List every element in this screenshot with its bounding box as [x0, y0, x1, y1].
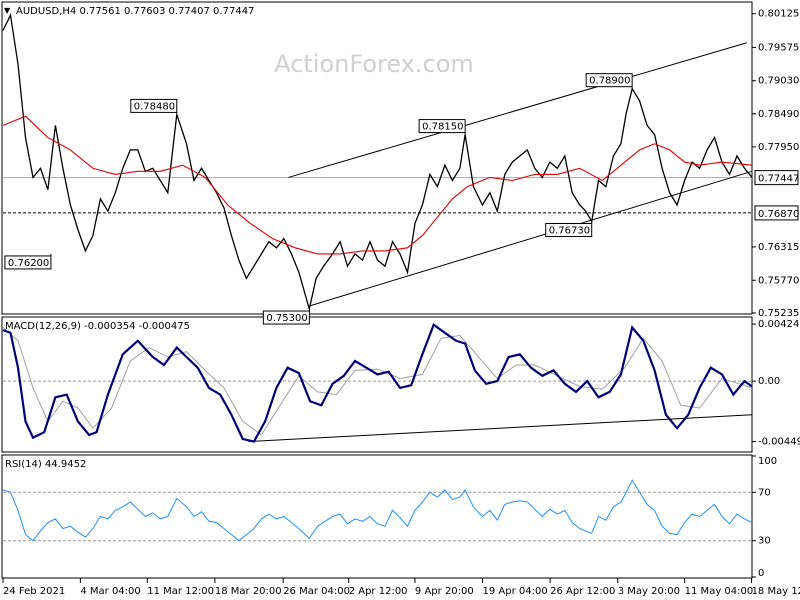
- price-axis-label: 0.79575: [758, 42, 799, 53]
- time-axis-label: 26 Apr 12:00: [550, 586, 615, 597]
- price-axis-label: 0.75770: [758, 275, 799, 286]
- price-axis-label: 0.79030: [758, 76, 799, 87]
- price-annotation-label: 0.76730: [549, 225, 590, 236]
- macd-panel-title: MACD(12,26,9) -0.000354 -0.000475: [5, 321, 190, 332]
- price-annotation-box: [262, 310, 310, 325]
- macd-axis-label: -0.004498: [758, 437, 800, 448]
- macd-axis-label: 0.004246: [758, 319, 800, 330]
- rsi-line: [2, 479, 753, 542]
- macd-line: [2, 322, 753, 443]
- time-axis-label: 26 Mar 04:00: [283, 586, 350, 597]
- time-axis: 24 Feb 2021 4 Mar 04:00 11 Mar 12:00 18 Mar…: [2, 578, 800, 597]
- rsi-panel: [1, 454, 753, 579]
- price-axis-label: 0.77950: [758, 142, 799, 153]
- macd-panel: [1, 316, 753, 453]
- price-panel-title: AUDUSD,H4 0.77561 0.77603 0.77407 0.7744…: [16, 6, 254, 17]
- time-axis-label: 11 May 04:00: [685, 586, 754, 597]
- price-annotation-box: [4, 255, 52, 270]
- watermark-text: ActionForex.com: [274, 50, 474, 78]
- support-price-label: 0.76870: [758, 209, 799, 220]
- price-annotation-label: 0.75300: [266, 313, 307, 324]
- current-price-label: 0.77447: [758, 174, 799, 185]
- price-panel: [1, 1, 753, 315]
- moving-average-line: [2, 115, 753, 255]
- price-line: [2, 13, 753, 310]
- time-axis-label: 2 Apr 12:00: [349, 586, 408, 597]
- time-axis-label: 24 Feb 2021: [3, 586, 65, 597]
- time-axis-label: 9 Apr 20:00: [415, 586, 474, 597]
- time-axis-label: 4 Mar 04:00: [80, 586, 140, 597]
- time-axis-label: 18 Mar 20:00: [215, 586, 282, 597]
- support-price-box: [754, 205, 799, 221]
- price-axis-label: 0.75235: [758, 308, 799, 319]
- channel-trendline: [288, 42, 747, 178]
- price-annotation-label: 0.78900: [589, 76, 630, 87]
- time-axis-label: 19 Apr 04:00: [483, 586, 548, 597]
- price-axis-label: 0.76315: [758, 242, 799, 253]
- macd-trendline: [248, 414, 753, 443]
- dropdown-triangle-icon[interactable]: ▼: [4, 6, 11, 15]
- rsi-panel-title: RSI(14) 44.9452: [5, 459, 86, 470]
- rsi-axis-label: 30: [758, 536, 771, 547]
- price-annotation-box: [130, 98, 178, 113]
- price-annotation-box: [545, 222, 593, 237]
- current-price-box: [754, 170, 799, 186]
- channel-trendline: [309, 170, 753, 307]
- macd-plot: 0.004246 0.00 -0.004498: [2, 319, 800, 448]
- rsi-axis-label: 0: [758, 568, 764, 579]
- macd-signal-line: [2, 327, 753, 436]
- price-axis-label: 0.80125: [758, 9, 799, 20]
- rsi-plot: 100 70 30 0: [2, 455, 777, 579]
- price-annotation-box: [585, 73, 633, 88]
- macd-axis-label: 0.00: [758, 376, 780, 387]
- price-plot: 0.80125 0.79575 0.79030 0.78490 0.77950 0.763…: [2, 9, 799, 325]
- price-annotation-label: 0.78480: [134, 101, 175, 112]
- rsi-axis-label: 100: [758, 456, 777, 467]
- time-axis-label: 3 May 20:00: [618, 586, 680, 597]
- price-annotation-label: 0.78150: [422, 122, 463, 133]
- time-axis-label: 18 May 12:00: [752, 586, 800, 597]
- price-annotation-label: 0.76200: [8, 258, 49, 269]
- price-axis-label: 0.78490: [758, 109, 799, 120]
- rsi-axis-label: 70: [758, 487, 771, 498]
- time-axis-label: 11 Mar 12:00: [147, 586, 214, 597]
- price-annotation-box: [418, 119, 466, 134]
